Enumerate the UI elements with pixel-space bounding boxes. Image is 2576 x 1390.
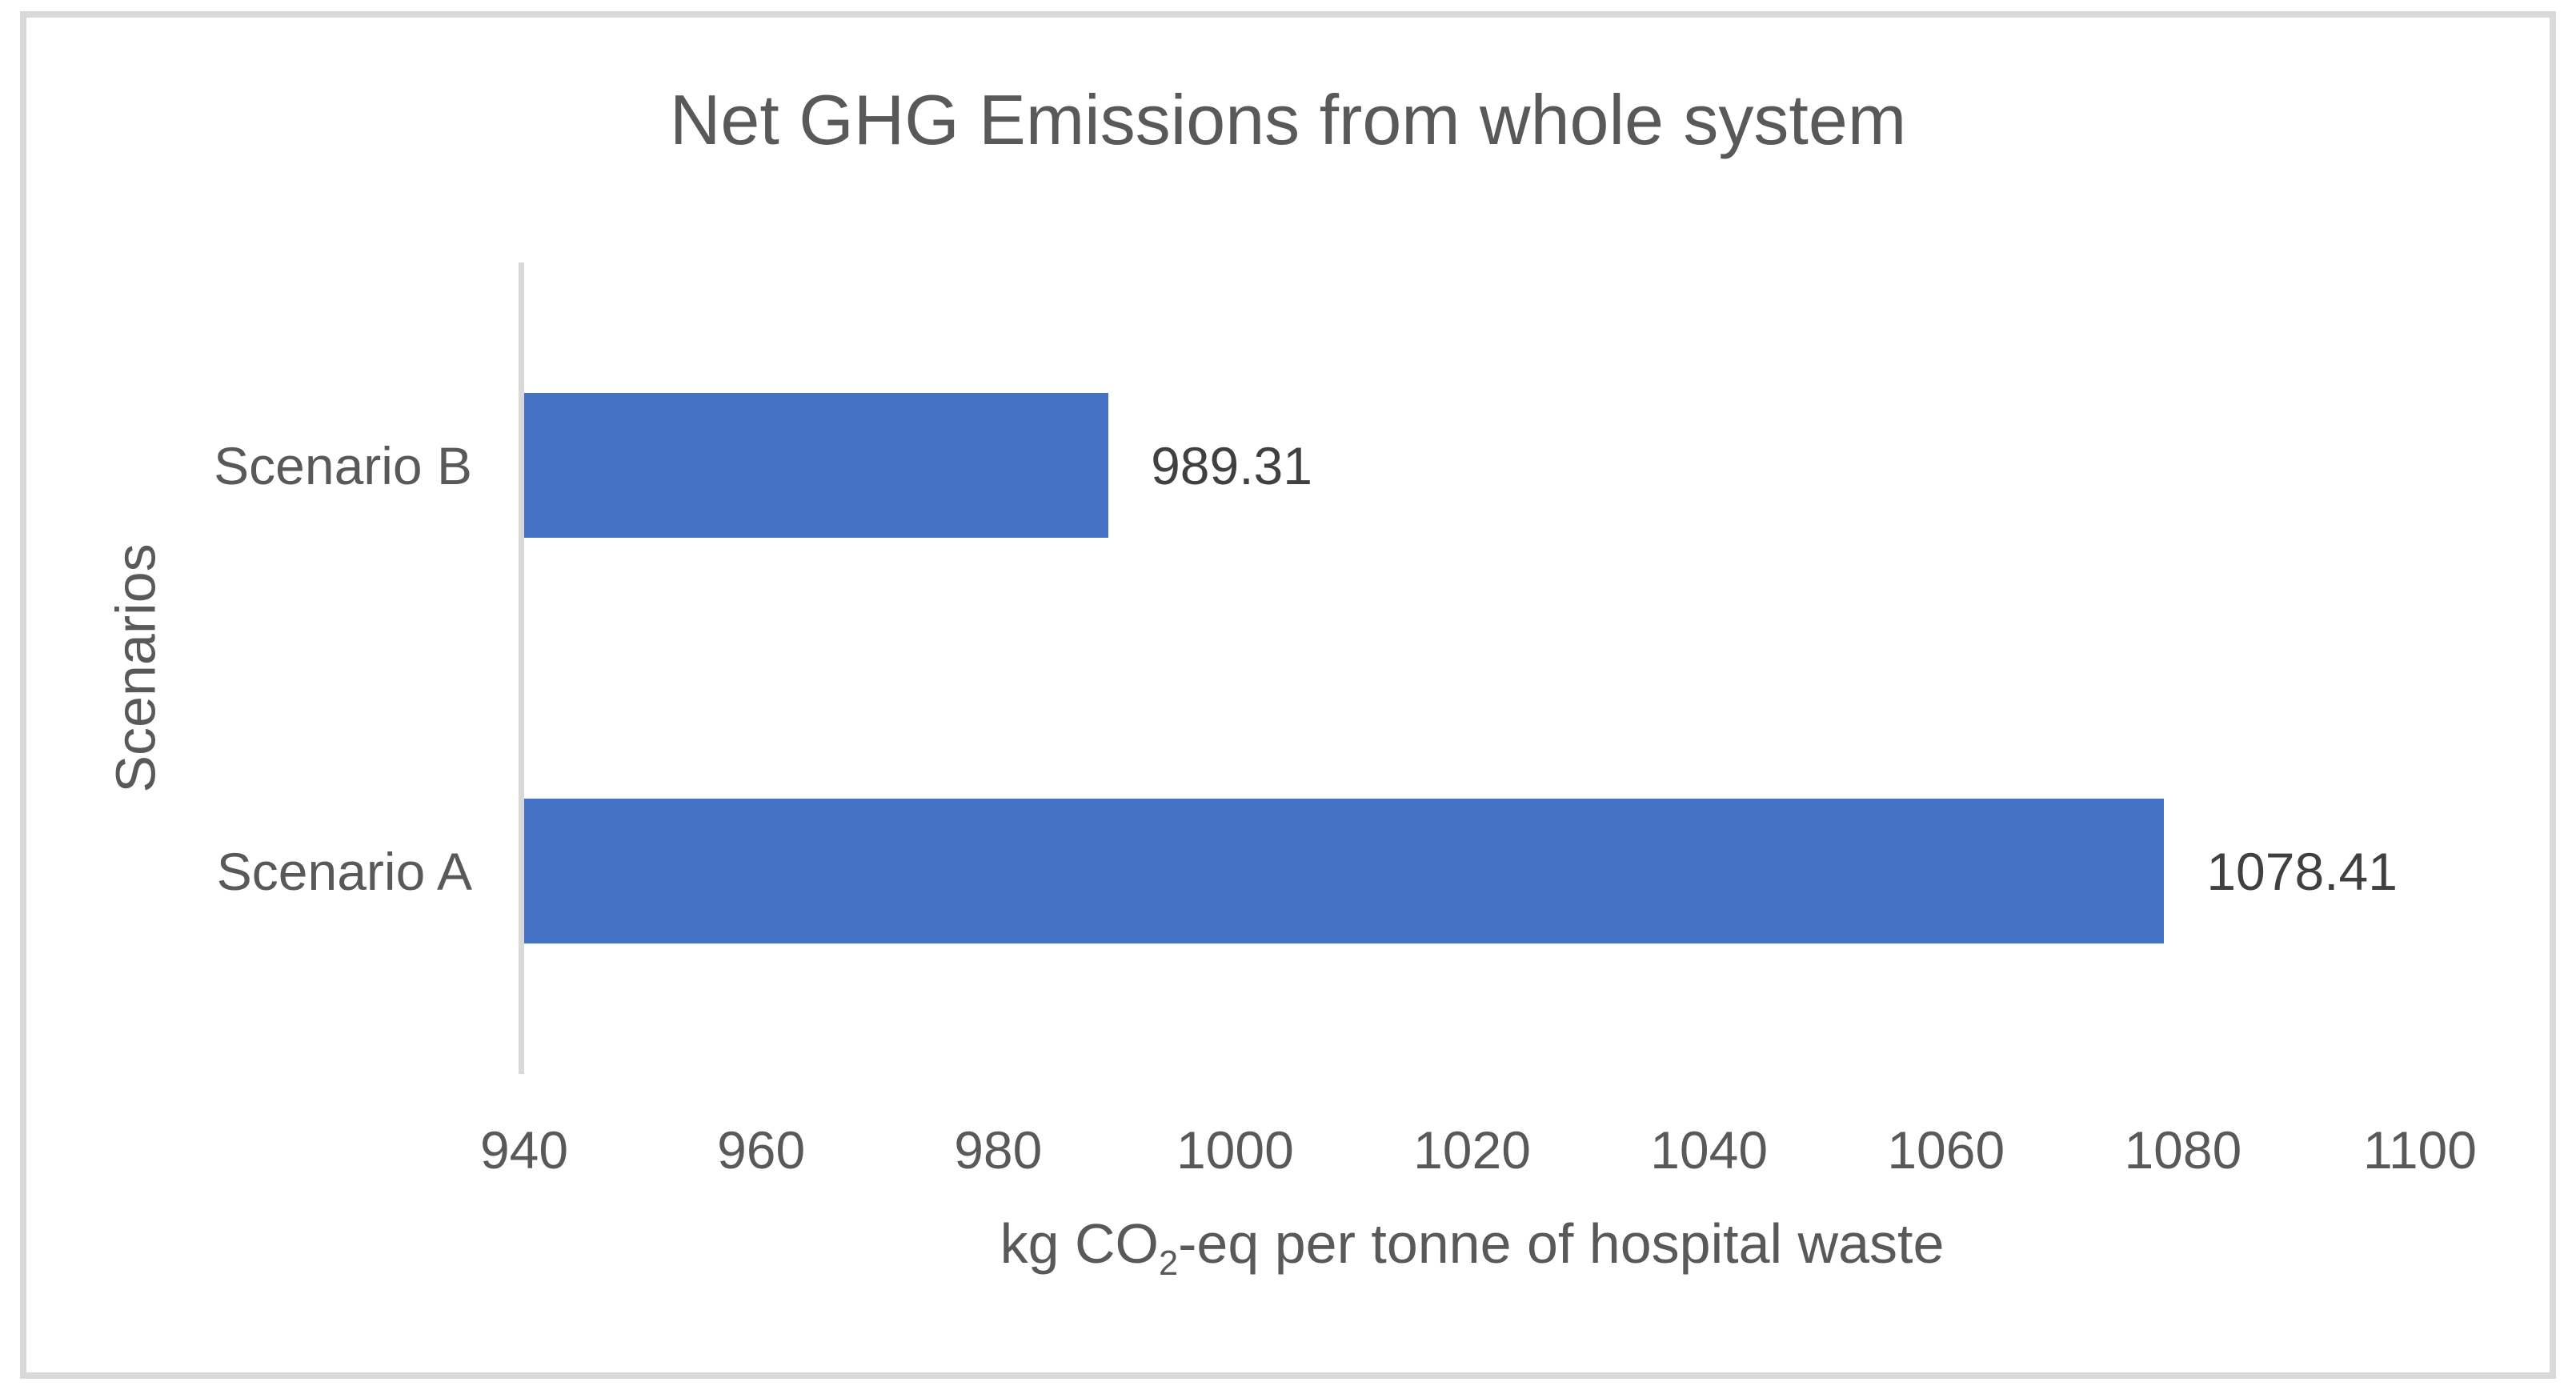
plot-area: 989.31 1078.41 [524,262,2420,1074]
category-labels: Scenario B Scenario A [0,262,472,1074]
x-axis-title: kg CO2-eq per tonne of hospital waste [524,1212,2420,1281]
x-tick-label: 1040 [1650,1120,1769,1180]
x-axis-title-prefix: kg CO [1000,1212,1159,1275]
x-axis-title-suffix: -eq per tonne of hospital waste [1178,1212,1945,1275]
x-axis-ticks: 940 960 980 1000 1020 1040 1060 1080 1100 [480,1120,2477,1188]
bar-scenario-b [524,393,1109,538]
y-axis-line [519,262,524,1074]
chart-title: Net GHG Emissions from whole system [669,80,1907,159]
category-label: Scenario A [216,841,472,901]
bar-value-label: 1078.41 [2206,841,2398,901]
x-tick-label: 980 [954,1120,1043,1180]
x-tick-label: 1100 [2363,1120,2477,1180]
x-tick-label: 960 [717,1120,806,1180]
x-tick-label: 1080 [2124,1120,2242,1180]
x-tick-label: 940 [479,1120,569,1180]
x-tick-label: 1020 [1413,1120,1531,1180]
category-label: Scenario B [214,435,472,495]
x-tick-label: 1060 [1887,1120,2005,1180]
bar-value-label: 989.31 [1151,435,1312,495]
x-tick-label: 1000 [1176,1120,1294,1180]
bar-scenario-a [524,799,2165,943]
x-axis-title-subscript: 2 [1158,1244,1179,1283]
